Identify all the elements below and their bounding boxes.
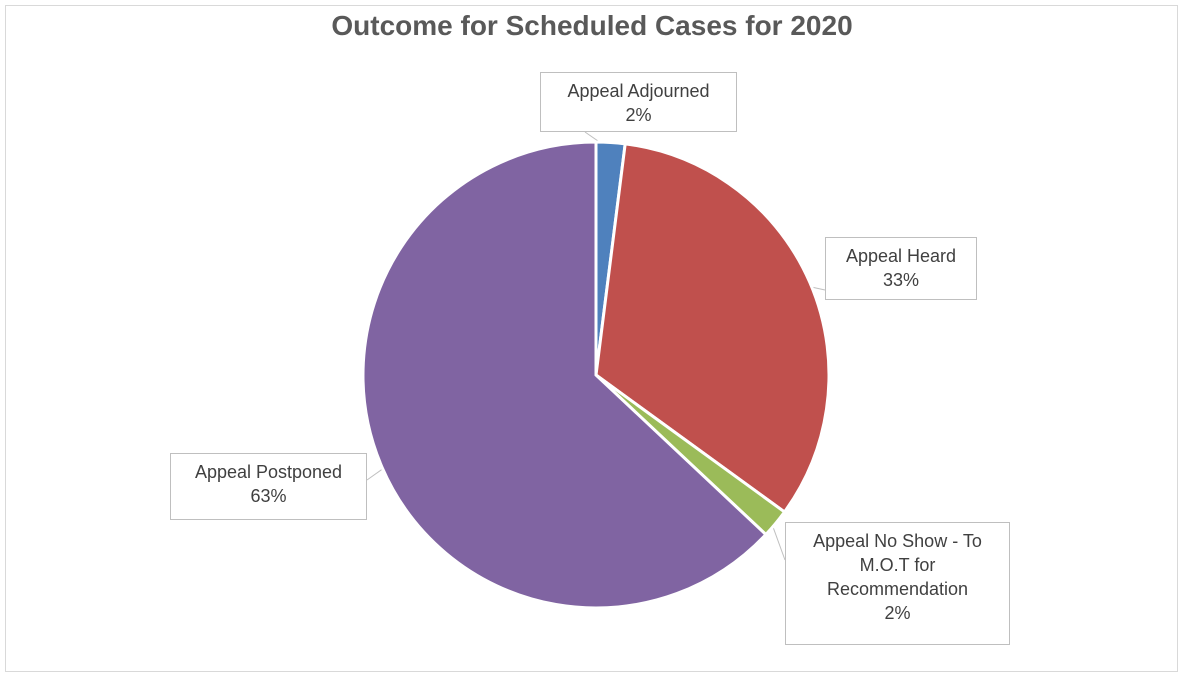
label-category: Appeal Postponed bbox=[194, 462, 343, 482]
data-label: Appeal Postponed 63% bbox=[170, 453, 367, 520]
pie-slice bbox=[594, 142, 831, 515]
label-category: Appeal Heard bbox=[845, 246, 957, 266]
label-value: 2% bbox=[884, 603, 911, 623]
chart-title: Outcome for Scheduled Cases for 2020 bbox=[331, 10, 853, 41]
label-value: 2% bbox=[625, 105, 652, 125]
data-label: Appeal Heard 33% bbox=[825, 237, 977, 300]
data-label: Appeal No Show - To M.O.T for Recommenda… bbox=[785, 522, 1010, 645]
pie-slice bbox=[361, 140, 768, 610]
label-category: Appeal No Show - To M.O.T for Recommenda… bbox=[813, 531, 982, 599]
label-value: 63% bbox=[250, 486, 287, 506]
label-category: Appeal Adjourned bbox=[567, 81, 710, 101]
slices bbox=[361, 140, 831, 610]
label-value: 33% bbox=[882, 270, 920, 290]
data-label: Appeal Adjourned 2% bbox=[540, 72, 737, 132]
